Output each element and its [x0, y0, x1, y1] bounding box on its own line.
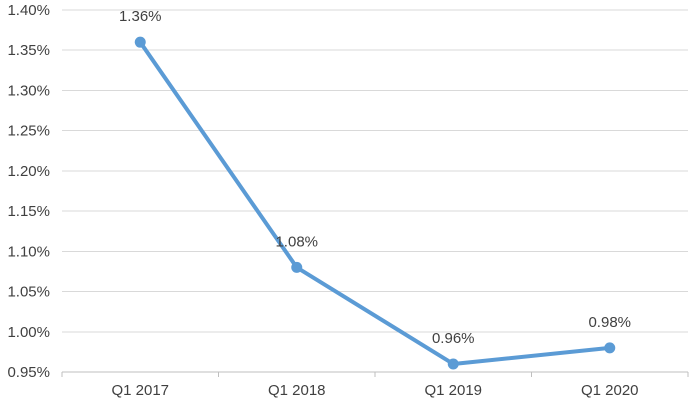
x-tick-label: Q1 2018 [268, 382, 326, 399]
y-tick-label: 1.00% [7, 324, 50, 341]
data-labels: 1.36% 1.08% 0.96% 0.98% [119, 8, 631, 347]
gridlines [62, 9, 688, 373]
y-tick-label: 1.35% [7, 42, 50, 59]
x-tick-label: Q1 2019 [424, 382, 482, 399]
y-tick-label: 1.25% [7, 123, 50, 140]
y-tick-label: 0.95% [7, 364, 50, 381]
data-point [447, 358, 459, 370]
series-line [138, 40, 612, 366]
y-tick-label: 1.15% [7, 203, 50, 220]
y-tick-label: 1.10% [7, 243, 50, 260]
data-point [291, 261, 303, 273]
x-axis: Q1 2017 Q1 2018 Q1 2019 Q1 2020 [61, 372, 689, 399]
y-tick-label: 1.05% [7, 284, 50, 301]
data-label: 0.98% [588, 314, 631, 331]
y-axis: 0.95% 1.00% 1.05% 1.10% 1.15% 1.20% 1.25% 1.30%… [7, 2, 50, 381]
data-point [604, 342, 616, 354]
data-point [134, 36, 146, 48]
x-tick-label: Q1 2020 [581, 382, 639, 399]
y-tick-label: 1.40% [7, 2, 50, 19]
data-label: 1.08% [275, 233, 318, 250]
x-tick-label: Q1 2017 [111, 382, 169, 399]
series-plot [134, 36, 616, 370]
data-label: 0.96% [432, 330, 475, 347]
y-tick-label: 1.30% [7, 82, 50, 99]
y-tick-label: 1.20% [7, 163, 50, 180]
data-label: 1.36% [119, 8, 162, 25]
